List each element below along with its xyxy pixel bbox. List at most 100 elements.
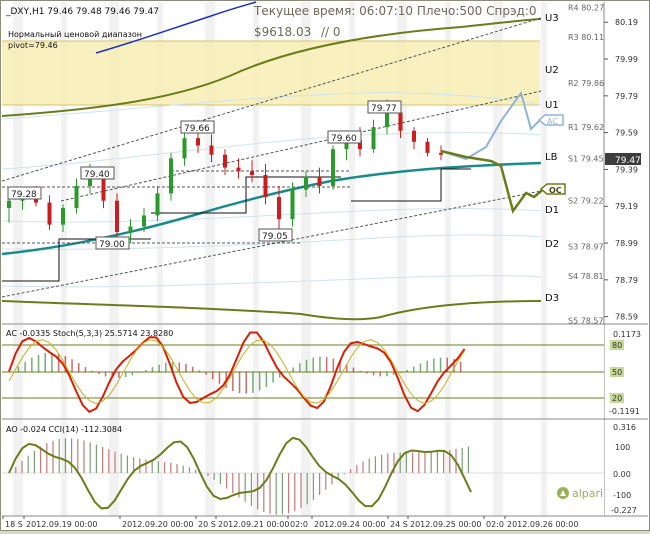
- price-label-4: 79.05: [262, 232, 288, 242]
- ao-bar: [90, 442, 91, 473]
- sub1-title: AC -0.0335 Stoch(5,3,3) 25.5714 23.8280: [6, 329, 173, 338]
- ac-bar: [85, 367, 87, 372]
- ac-bar: [199, 370, 201, 372]
- ao-bar: [102, 447, 103, 473]
- ac-marker-label: AC: [547, 117, 558, 126]
- price-label-6: 79.77: [371, 104, 397, 114]
- alpari-logo: alpari: [557, 487, 603, 500]
- ac-bar: [38, 355, 40, 372]
- ac-bar: [252, 372, 254, 393]
- price-label-3: 79.66: [184, 124, 210, 134]
- pivot-level-6: S3 78.97: [568, 243, 604, 252]
- ac-bar: [232, 372, 234, 391]
- ao-bar: [431, 452, 432, 473]
- time-label-6: 2012.09.24 00:00: [314, 520, 385, 529]
- ao-bar: [28, 456, 29, 473]
- price-label-2: 79.00: [99, 240, 125, 250]
- ao-bar: [127, 456, 128, 473]
- price-tick-5: 79.19: [615, 202, 638, 211]
- ao-bar: [183, 465, 184, 473]
- ac-bar: [58, 354, 60, 372]
- ao-bar: [15, 467, 16, 473]
- ao-bar: [176, 464, 177, 473]
- ao-bar: [362, 461, 363, 473]
- logo-text: alpari: [572, 487, 603, 500]
- ao-bar: [245, 473, 246, 502]
- pivot-level-0: R4 80.27: [568, 4, 604, 13]
- ao-bar: [282, 473, 283, 515]
- ao-bar: [214, 473, 215, 480]
- ac-bar: [386, 372, 388, 376]
- ac-bar: [205, 372, 207, 375]
- ao-bar: [21, 461, 22, 473]
- ao-bar: [40, 447, 41, 473]
- ac-bar: [319, 357, 321, 372]
- time-label-7: 24 S: [390, 520, 408, 529]
- ao-bar: [369, 459, 370, 473]
- sub1-tick-1: 80: [612, 341, 622, 350]
- sub2-title: AO -0.024 CCI(14) -112.3084: [6, 425, 122, 434]
- ac-bar: [266, 372, 268, 387]
- ao-bar: [288, 473, 289, 513]
- ao-bar: [170, 463, 171, 473]
- ac-bar: [118, 372, 120, 378]
- ao-bar: [121, 454, 122, 473]
- ac-bar: [440, 358, 442, 372]
- ao-bar: [400, 452, 401, 473]
- time-label-2: 2012.09.20 00:00: [122, 520, 193, 529]
- level-lb: LB: [545, 152, 558, 163]
- ao-bar: [207, 473, 208, 476]
- price-tick-0: 80.19: [615, 18, 638, 27]
- ao-bar: [152, 460, 153, 473]
- ao-bar: [114, 452, 115, 473]
- time-label-5: 02:0: [290, 520, 308, 529]
- ac-bar: [373, 372, 375, 375]
- price-tick-4: 79.39: [615, 165, 638, 174]
- ac-bar: [359, 371, 361, 372]
- range-title: Нормальный ценовой диапазон: [8, 30, 142, 39]
- price-label-5: 79.60: [331, 134, 357, 144]
- ao-bar: [418, 452, 419, 473]
- ao-bar: [77, 439, 78, 473]
- ac-bar: [366, 372, 368, 374]
- ao-bar: [96, 445, 97, 473]
- pivot-level-4: S1 79.45: [568, 154, 604, 163]
- ac-bar: [413, 367, 415, 372]
- oc-marker-label: OC: [549, 186, 562, 195]
- ac-bar: [45, 353, 47, 372]
- ac-bar: [78, 363, 80, 372]
- time-label-10: 2012.09.26 00:00: [507, 520, 578, 529]
- ac-bar: [31, 358, 32, 372]
- ao-bar: [257, 473, 258, 509]
- ao-bar: [300, 473, 301, 508]
- sub1-tick-3: 20: [612, 394, 622, 403]
- ao-bar: [344, 473, 345, 474]
- ao-bar: [71, 438, 72, 473]
- sub2-tick-1: 100: [615, 443, 630, 452]
- sub2-tick-4: -0.227: [611, 506, 637, 515]
- ao-bar: [189, 467, 190, 473]
- sub1-tick-4: -0.1191: [609, 407, 640, 416]
- ac-bar: [138, 372, 140, 373]
- time-label-0: 18 S: [5, 520, 23, 529]
- ac-bar: [299, 363, 301, 372]
- ao-bar: [220, 473, 221, 484]
- price-label-1: 79.40: [84, 170, 110, 180]
- price-axis[interactable]: [604, 2, 648, 518]
- ao-bar: [226, 473, 227, 489]
- ao-bar: [59, 439, 60, 473]
- pivot-level-2: R2 79.86: [568, 79, 604, 88]
- ao-bar: [65, 438, 66, 473]
- symbol-line: _DXY,H1 79.46 79.48 79.46 79.47: [5, 7, 159, 17]
- ac-bar: [212, 372, 214, 379]
- ao-bar: [375, 456, 376, 473]
- ao-bar: [276, 473, 277, 515]
- ac-bar: [420, 363, 422, 372]
- ac-bar: [132, 372, 134, 375]
- ao-bar: [443, 451, 444, 473]
- ac-bar: [179, 362, 181, 372]
- sub1-tick-0: 0.1173: [613, 330, 641, 339]
- ao-bar: [263, 473, 264, 512]
